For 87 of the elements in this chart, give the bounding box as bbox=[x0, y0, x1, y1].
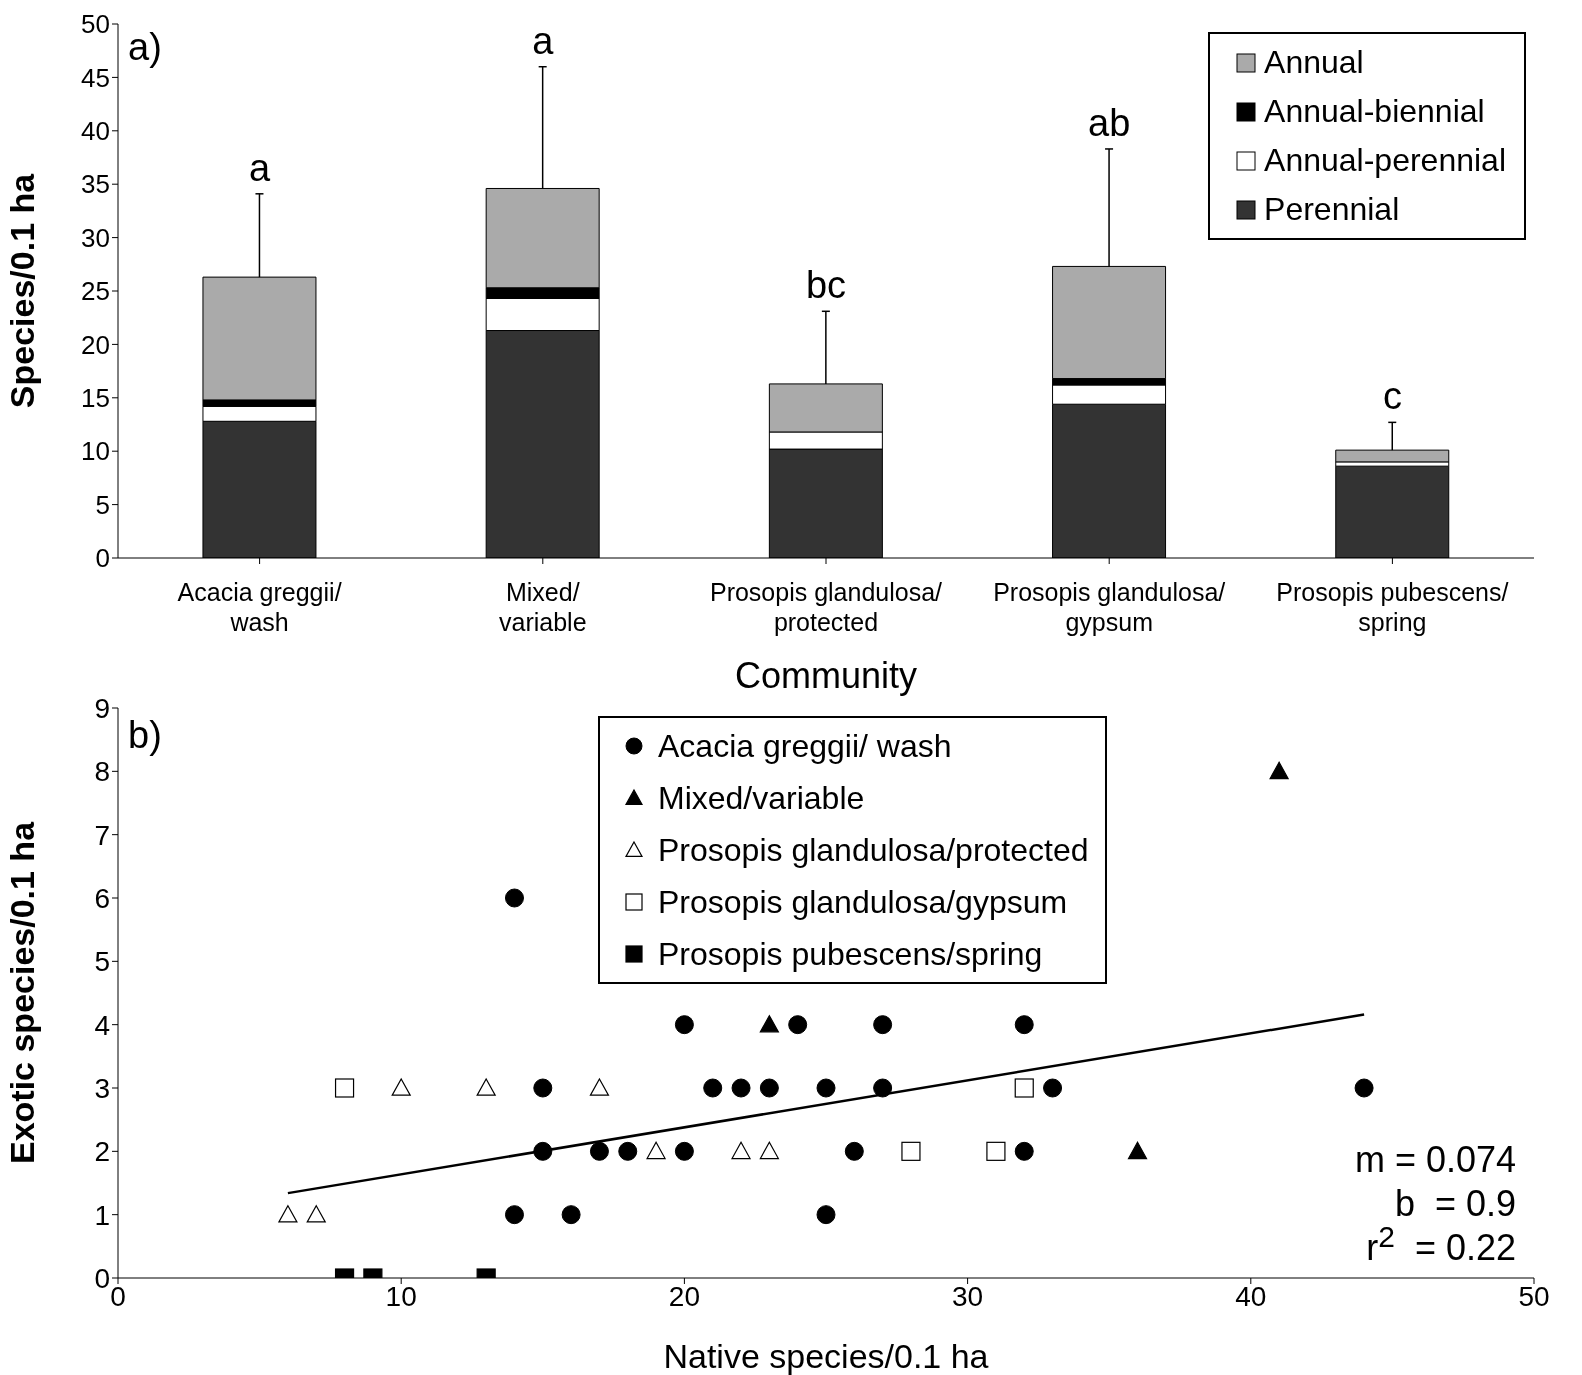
legend-label: Acacia greggii/ wash bbox=[657, 727, 953, 766]
point bbox=[561, 1205, 581, 1225]
y-tick-label: 8 bbox=[94, 756, 110, 788]
x-tick-label: Acacia greggii/ wash bbox=[177, 577, 342, 636]
point bbox=[1043, 1078, 1063, 1098]
annotation: c bbox=[1381, 374, 1403, 419]
point bbox=[759, 1141, 779, 1160]
annotation: b) bbox=[128, 714, 162, 757]
y-tick-label: 40 bbox=[81, 116, 110, 147]
annotation: bc bbox=[804, 263, 848, 308]
y-tick-label: 6 bbox=[94, 882, 110, 914]
point bbox=[533, 1078, 553, 1098]
point bbox=[278, 1205, 298, 1223]
x-tick-label: 20 bbox=[668, 1280, 700, 1312]
legend-label: Annual-biennial bbox=[1263, 92, 1486, 131]
point bbox=[986, 1141, 1006, 1161]
y-tick-label: 5 bbox=[94, 946, 110, 978]
point bbox=[703, 1078, 723, 1098]
x-tick-label: 30 bbox=[952, 1280, 984, 1312]
y-tick-label: 4 bbox=[94, 1009, 110, 1041]
y-tick-label: 0 bbox=[95, 543, 110, 574]
annotation: m = 0.074 bbox=[1354, 1138, 1516, 1182]
point bbox=[589, 1141, 609, 1161]
point bbox=[816, 1078, 836, 1098]
x-tick-label: Prosopis glandulosa/ gypsum bbox=[993, 577, 1226, 636]
legend-label: Annual-perennial bbox=[1263, 141, 1506, 180]
x-axis-title: Native species/0.1 ha bbox=[663, 1337, 989, 1375]
point bbox=[1014, 1015, 1034, 1035]
y-tick-label: 35 bbox=[81, 169, 110, 200]
point bbox=[504, 1205, 524, 1225]
bar bbox=[1335, 449, 1450, 463]
point bbox=[1014, 1141, 1034, 1161]
legend-label: Perennial bbox=[1263, 190, 1401, 229]
legend-label: Prosopis pubescens/spring bbox=[657, 935, 1044, 974]
point bbox=[731, 1078, 751, 1098]
x-axis-title: Community bbox=[734, 655, 918, 696]
y-tick-label: 10 bbox=[81, 436, 110, 467]
point bbox=[1354, 1078, 1374, 1098]
point bbox=[901, 1141, 921, 1161]
x-tick-label: 50 bbox=[1518, 1280, 1550, 1312]
y-tick-label: 30 bbox=[81, 222, 110, 253]
y-tick-label: 25 bbox=[81, 276, 110, 307]
y-tick-label: 9 bbox=[94, 692, 110, 724]
annotation: a bbox=[248, 145, 272, 190]
point bbox=[674, 1015, 694, 1035]
y-tick-label: 2 bbox=[94, 1136, 110, 1168]
legend-label: Prosopis glandulosa/protected bbox=[657, 831, 1089, 870]
x-tick-label: Prosopis pubescens/ spring bbox=[1276, 577, 1509, 636]
y-tick-label: 3 bbox=[94, 1072, 110, 1104]
point bbox=[1269, 761, 1289, 780]
y-tick-label: 1 bbox=[94, 1199, 110, 1231]
point bbox=[1014, 1078, 1034, 1098]
x-tick-label: Mixed/ variable bbox=[499, 577, 587, 636]
point bbox=[504, 888, 524, 908]
point bbox=[646, 1141, 666, 1160]
y-tick-label: 7 bbox=[94, 819, 110, 851]
y-tick-label: 45 bbox=[81, 62, 110, 93]
point bbox=[788, 1015, 808, 1035]
y-tick-label: 5 bbox=[95, 489, 110, 520]
point bbox=[1127, 1141, 1148, 1160]
y-tick-label: 15 bbox=[81, 383, 110, 414]
x-tick-label: 10 bbox=[385, 1280, 417, 1312]
y-tick-label: 20 bbox=[81, 329, 110, 360]
point bbox=[873, 1015, 893, 1035]
point bbox=[618, 1141, 638, 1161]
y-tick-label: 50 bbox=[81, 9, 110, 40]
annotation: a) bbox=[128, 26, 162, 69]
point bbox=[844, 1141, 864, 1161]
point bbox=[674, 1141, 694, 1161]
x-tick-label: 40 bbox=[1235, 1280, 1267, 1312]
point bbox=[759, 1015, 779, 1033]
point bbox=[476, 1078, 496, 1096]
y-axis-title: Species/0.1 ha bbox=[3, 172, 42, 409]
legend-label: Annual bbox=[1263, 43, 1365, 82]
point bbox=[391, 1078, 411, 1096]
y-axis-title: Exotic species/0.1 ha bbox=[3, 820, 42, 1165]
point bbox=[306, 1205, 326, 1223]
point bbox=[816, 1205, 836, 1225]
legend-label: Mixed/variable bbox=[657, 779, 866, 818]
annotation: a bbox=[531, 18, 555, 63]
point bbox=[589, 1078, 610, 1096]
legend-label: Prosopis glandulosa/gypsum bbox=[657, 883, 1069, 922]
annotation: ab bbox=[1087, 100, 1132, 145]
point bbox=[759, 1078, 779, 1098]
point bbox=[731, 1141, 751, 1160]
point bbox=[334, 1078, 355, 1098]
x-tick-label: Prosopis glandulosa/ protected bbox=[709, 577, 943, 636]
